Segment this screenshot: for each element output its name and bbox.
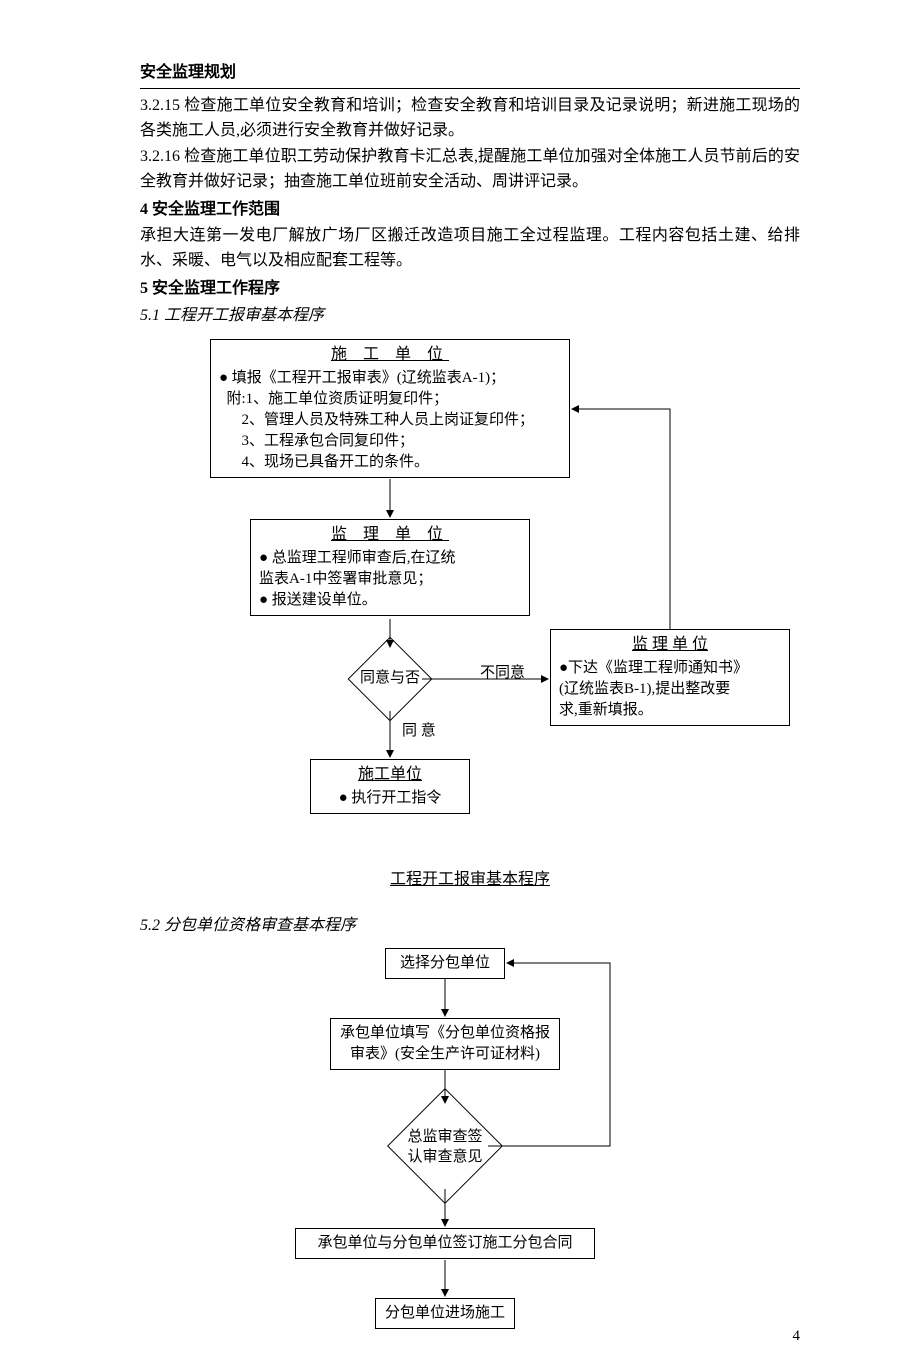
fc1-n3-line0: ●下达《监理工程师通知书》 — [559, 658, 781, 679]
fc1-node-construction-unit: 施 工 单 位 ● 填报《工程开工报审表》(辽统监表A-1)； 附:1、施工单位… — [210, 339, 570, 478]
fc1-node-supervision-unit: 监 理 单 位 ● 总监理工程师审查后,在辽统 监表A-1中签署审批意见； ● … — [250, 519, 530, 616]
fc1-node-supervision-notice: 监 理 单 位 ●下达《监理工程师通知书》 (辽统监表B-1),提出整改要 求,… — [550, 629, 790, 726]
fc2-node-sign-contract: 承包单位与分包单位签订施工分包合同 — [295, 1228, 595, 1259]
section-5-1-title: 5.1 工程开工报审基本程序 — [140, 303, 800, 329]
page-number: 4 — [793, 1324, 801, 1348]
fc2-n2-text-a: 承包单位填写《分包单位资格报 — [339, 1023, 551, 1044]
fc1-n3-line2: 求,重新填报。 — [559, 700, 781, 721]
fc1-n4-line0: ● 执行开工指令 — [319, 788, 461, 809]
fc2-n4-text: 分包单位进场施工 — [385, 1305, 505, 1321]
fc1-n1-line2: 2、管理人员及特殊工种人员上岗证复印件； — [219, 410, 561, 431]
fc1-n3-line1: (辽统监表B-1),提出整改要 — [559, 679, 781, 700]
flowchart-1: 施 工 单 位 ● 填报《工程开工报审表》(辽统监表A-1)； 附:1、施工单位… — [140, 339, 800, 859]
fc1-n2-line1: 监表A-1中签署审批意见； — [259, 569, 521, 590]
fc1-n1-line4: 4、现场已具备开工的条件。 — [219, 452, 561, 473]
fc1-n4-title: 施工单位 — [319, 764, 461, 786]
fc2-node-select: 选择分包单位 — [385, 948, 505, 979]
fc1-node-execute: 施工单位 ● 执行开工指令 — [310, 759, 470, 814]
paragraph-3-2-15: 3.2.15 检查施工单位安全教育和培训；检查安全教育和培训目录及记录说明；新进… — [140, 93, 800, 144]
fc2-node-enter-site: 分包单位进场施工 — [375, 1298, 515, 1329]
fc1-label-disagree: 不同意 — [480, 661, 525, 685]
fc2-d1-b: 认审查意见 — [400, 1148, 490, 1168]
fc2-decision-label: 总监审查签 认审查意见 — [400, 1128, 490, 1167]
fc1-n1-line3: 3、工程承包合同复印件； — [219, 431, 561, 452]
flowchart-2: 选择分包单位 承包单位填写《分包单位资格报 审表》(安全生产许可证材料) 总监审… — [140, 948, 800, 1328]
section-4-title: 4 安全监理工作范围 — [140, 197, 800, 223]
fc1-n1-title: 施 工 单 位 — [219, 344, 561, 366]
fc1-decision-label: 同意与否 — [358, 669, 422, 689]
fc2-n3-text: 承包单位与分包单位签订施工分包合同 — [317, 1235, 572, 1251]
fc1-n2-line0: ● 总监理工程师审查后,在辽统 — [259, 548, 521, 569]
fc1-caption: 工程开工报审基本程序 — [140, 867, 800, 893]
section-5-title: 5 安全监理工作程序 — [140, 276, 800, 302]
fc2-n1-text: 选择分包单位 — [400, 955, 490, 971]
section-4-body: 承担大连第一发电厂解放广场厂区搬迁改造项目施工全过程监理。工程内容包括土建、给排… — [140, 223, 800, 274]
fc1-n2-line2: ● 报送建设单位。 — [259, 590, 521, 611]
fc1-label-agree: 同 意 — [402, 719, 436, 743]
page-header: 安全监理规划 — [140, 60, 800, 89]
fc2-n2-text-b: 审表》(安全生产许可证材料) — [339, 1044, 551, 1065]
fc1-n1-line0: ● 填报《工程开工报审表》(辽统监表A-1)； — [219, 368, 561, 389]
paragraph-3-2-16: 3.2.16 检查施工单位职工劳动保护教育卡汇总表,提醒施工单位加强对全体施工人… — [140, 144, 800, 195]
fc2-d1-a: 总监审查签 — [400, 1128, 490, 1148]
fc1-n3-title: 监 理 单 位 — [559, 634, 781, 656]
section-5-2-title: 5.2 分包单位资格审查基本程序 — [140, 913, 800, 939]
fc1-n2-title: 监 理 单 位 — [259, 524, 521, 546]
fc2-node-fill-form: 承包单位填写《分包单位资格报 审表》(安全生产许可证材料) — [330, 1018, 560, 1070]
fc1-n1-line1: 附:1、施工单位资质证明复印件； — [219, 389, 561, 410]
